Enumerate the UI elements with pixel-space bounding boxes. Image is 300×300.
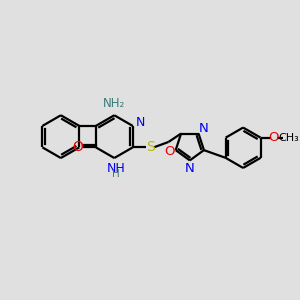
Text: NH₂: NH₂ xyxy=(103,98,125,110)
Text: O: O xyxy=(72,140,83,154)
Text: N: N xyxy=(136,116,145,129)
Text: S: S xyxy=(146,140,154,154)
Text: H: H xyxy=(112,169,120,179)
Text: O: O xyxy=(164,145,174,158)
Text: N: N xyxy=(199,122,209,135)
Text: N: N xyxy=(184,162,194,175)
Text: NH: NH xyxy=(106,162,125,175)
Text: CH₃: CH₃ xyxy=(278,133,299,143)
Text: O: O xyxy=(268,131,279,144)
